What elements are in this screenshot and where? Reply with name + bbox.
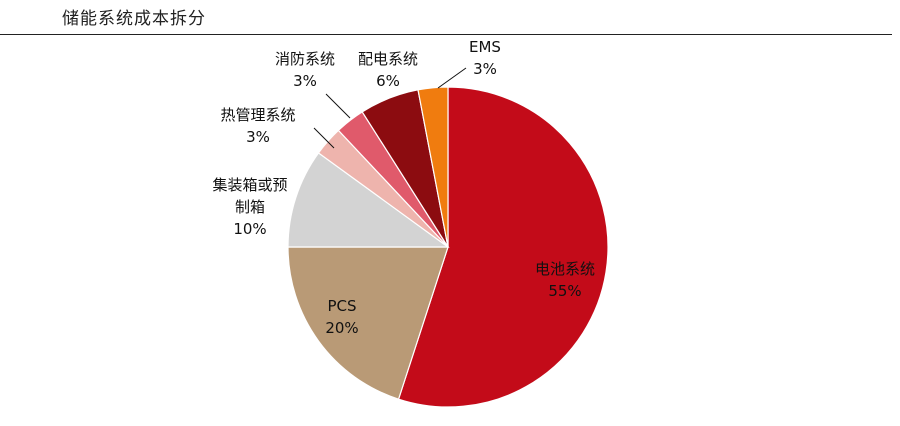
slice-name-label: PCS bbox=[327, 297, 356, 315]
slice-name-label: 消防系统 bbox=[275, 50, 335, 68]
pie-slice-1 bbox=[287, 246, 449, 400]
slice-value-label: 55% bbox=[548, 282, 581, 300]
slice-value-label: 3% bbox=[293, 72, 317, 90]
slice-name-label: 配电系统 bbox=[358, 50, 418, 68]
slice-value-label: 3% bbox=[246, 128, 270, 146]
slice-value-label: 3% bbox=[473, 60, 497, 78]
leader-line bbox=[325, 93, 351, 119]
slice-name-label: EMS bbox=[469, 38, 501, 56]
slice-name-label: 制箱 bbox=[235, 198, 265, 216]
pie-slice-2 bbox=[287, 152, 450, 248]
leader-line bbox=[313, 127, 335, 149]
slice-value-label: 10% bbox=[233, 220, 266, 238]
chart-title: 储能系统成本拆分 bbox=[62, 9, 206, 29]
leader-lines bbox=[313, 67, 467, 149]
slice-name-label: 集装箱或预 bbox=[212, 176, 287, 194]
slice-name-label: 电池系统 bbox=[535, 260, 595, 278]
title-rule bbox=[0, 34, 892, 35]
leader-line bbox=[437, 67, 467, 89]
pie-slice-6 bbox=[417, 86, 449, 248]
pie-slices bbox=[287, 86, 609, 408]
slice-value-label: 6% bbox=[376, 72, 400, 90]
slice-value-label: 20% bbox=[325, 319, 358, 337]
slice-name-label: 热管理系统 bbox=[220, 106, 295, 124]
pie-slice-0 bbox=[397, 86, 609, 408]
